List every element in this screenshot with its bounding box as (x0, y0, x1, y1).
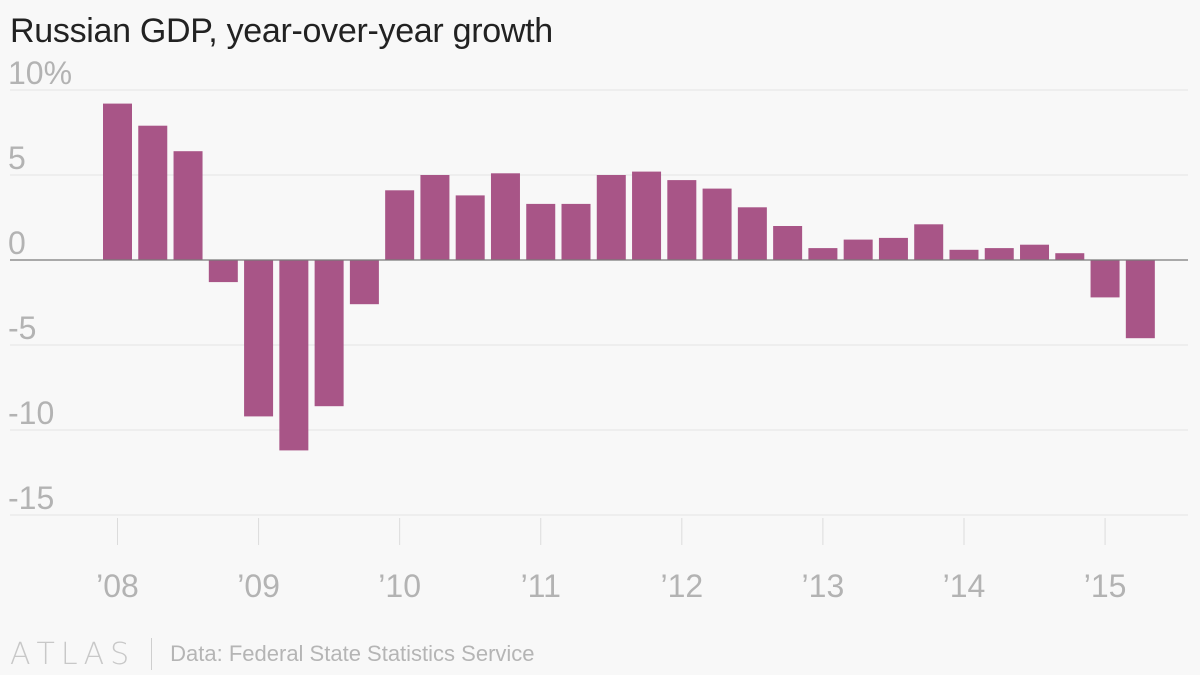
logo-letter-s: S (110, 636, 136, 672)
footer: A T L A S Data: Federal State Statistics… (10, 636, 535, 672)
bar[interactable]: 2011Q1: 3.3 (526, 203, 556, 260)
bar-chart: 10% 5 0 -5 -10 -15 ’08 ’09 ’10 ’11 ’12 ’13 ’14 ’15 2… (8, 55, 1188, 604)
bar[interactable]: 2015Q2: -4.6 (1125, 260, 1155, 339)
data-source: Data: Federal State Statistics Service (170, 641, 535, 666)
bar[interactable]: 2010Q4: 5.1 (490, 173, 520, 260)
logo-letter-l: L (60, 636, 84, 672)
bar[interactable]: 2012Q4: 2 (773, 226, 803, 260)
logo-letter-a1: A (10, 636, 37, 672)
footer-divider (151, 638, 153, 670)
bar[interactable]: 2013Q1: 0.7 (808, 248, 838, 260)
x-tick-label: ’10 (378, 568, 421, 604)
x-tick-label: ’11 (521, 568, 561, 604)
bar[interactable]: 2013Q4: 2.1 (914, 224, 944, 260)
bar[interactable]: 2010Q2: 5 (420, 175, 450, 260)
logo-letter-a2: A (83, 636, 111, 672)
bar[interactable]: 2015Q1: -2.2 (1090, 260, 1120, 298)
bar[interactable]: 2013Q3: 1.3 (878, 237, 908, 260)
y-axis-ticks: 10% 5 0 -5 -10 -15 (8, 55, 72, 516)
bar[interactable]: 2012Q1: 4.7 (667, 180, 697, 260)
y-tick-label: 10% (8, 55, 72, 91)
bar[interactable]: 2012Q2: 4.2 (702, 188, 732, 260)
bar[interactable]: 2014Q4: 0.4 (1055, 253, 1085, 260)
bar[interactable]: 2013Q2: 1.2 (843, 239, 873, 260)
atlas-logo[interactable]: A T L A S (10, 637, 135, 672)
bars: 2008Q1: 9.22008Q2: 7.92008Q3: 6.42008Q4:… (103, 103, 1155, 451)
bar[interactable]: 2011Q3: 5 (596, 175, 626, 260)
bar[interactable]: 2010Q3: 3.8 (455, 195, 485, 260)
bar[interactable]: 2009Q3: -8.6 (314, 260, 344, 407)
chart-title: Russian GDP, year-over-year growth (10, 12, 553, 50)
x-axis: ’08 ’09 ’10 ’11 ’12 ’13 ’14 ’15 (96, 518, 1126, 604)
bar[interactable]: 2008Q2: 7.9 (138, 125, 168, 260)
logo-letter-t: T (36, 636, 61, 672)
bar[interactable]: 2014Q2: 0.7 (984, 248, 1014, 260)
x-tick-label: ’12 (660, 568, 703, 604)
y-tick-label: -10 (8, 395, 54, 431)
x-tick-label: ’15 (1084, 568, 1127, 604)
bar[interactable]: 2012Q3: 3.1 (737, 207, 767, 260)
y-tick-label: 5 (8, 140, 26, 176)
bar[interactable]: 2014Q3: 0.9 (1020, 244, 1050, 260)
y-tick-label: -15 (8, 480, 54, 516)
bar[interactable]: 2011Q4: 5.2 (632, 171, 662, 260)
x-tick-label: ’14 (943, 568, 986, 604)
x-tick-label: ’09 (237, 568, 280, 604)
bar[interactable]: 2010Q1: 4.1 (385, 190, 415, 260)
bar[interactable]: 2009Q4: -2.6 (349, 260, 379, 305)
bar[interactable]: 2008Q4: -1.3 (208, 260, 238, 283)
bar[interactable]: 2008Q1: 9.2 (103, 103, 132, 260)
bar[interactable]: 2009Q2: -11.2 (279, 260, 309, 451)
x-tick-label: ’08 (96, 568, 139, 604)
bar[interactable]: 2009Q1: -9.2 (244, 260, 274, 417)
bar[interactable]: 2011Q2: 3.3 (561, 203, 591, 260)
x-tick-label: ’13 (802, 568, 845, 604)
y-tick-label: -5 (8, 310, 36, 346)
y-tick-label: 0 (8, 225, 26, 261)
bar[interactable]: 2008Q3: 6.4 (173, 151, 203, 260)
bar[interactable]: 2014Q1: 0.6 (949, 249, 979, 260)
